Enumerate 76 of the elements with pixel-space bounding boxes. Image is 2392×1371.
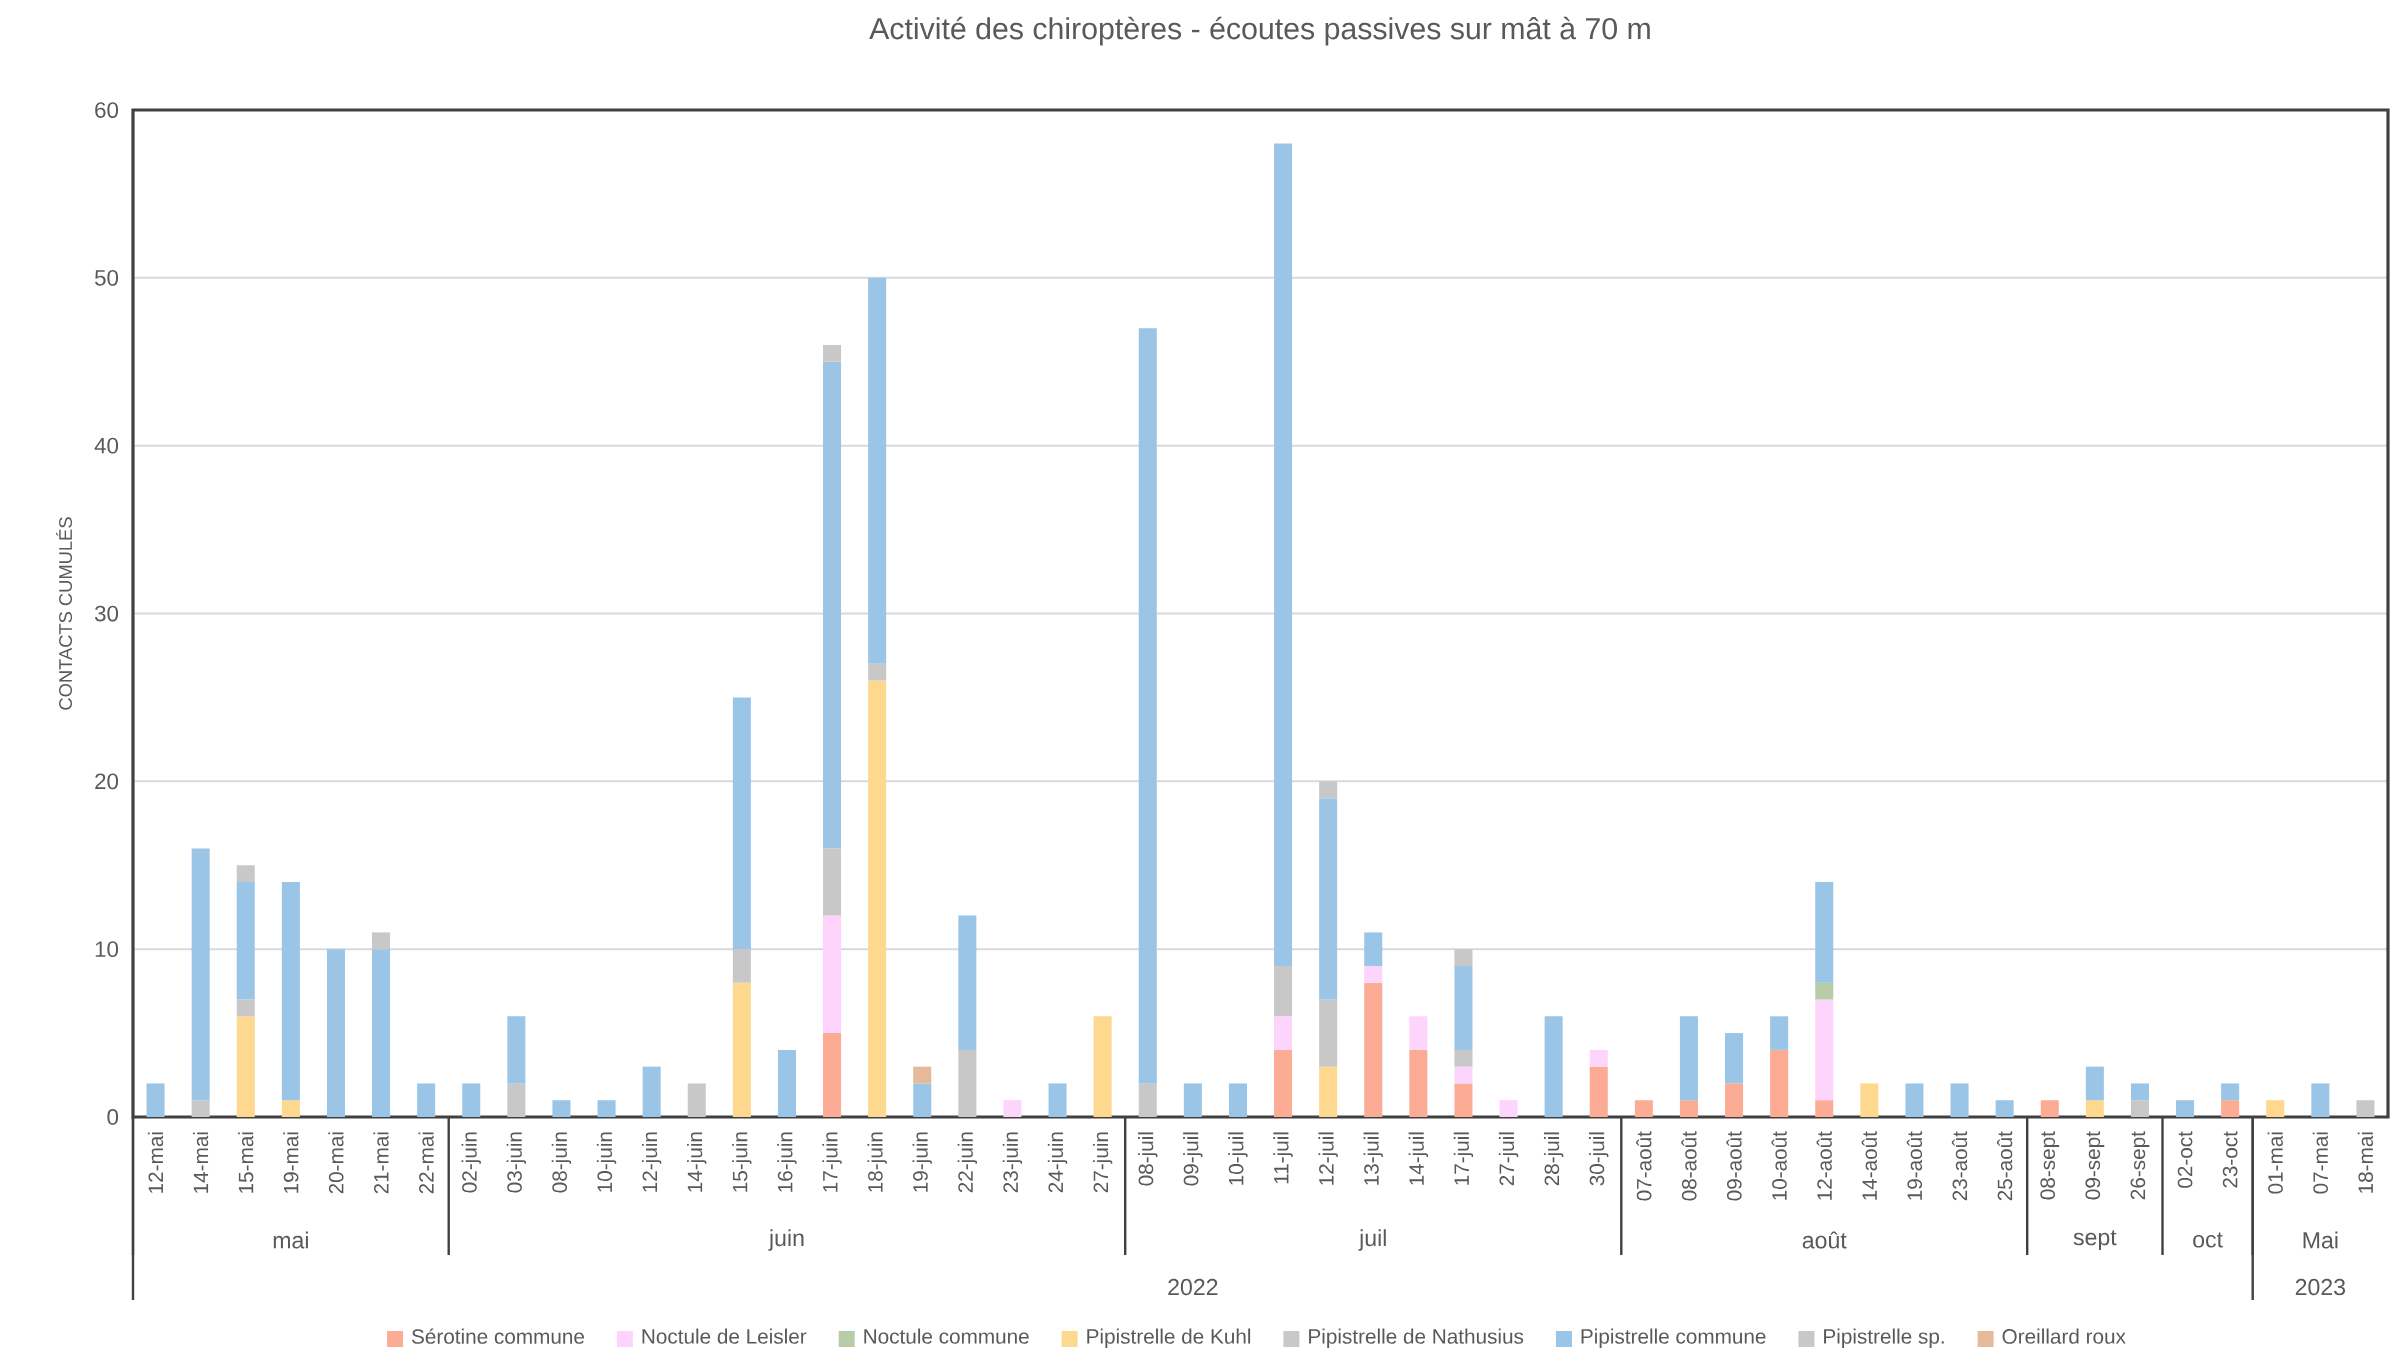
x-tick-label: 08-juil [1138, 1132, 1158, 1186]
x-tick-label: 02-juin [461, 1132, 481, 1193]
text: sept [2073, 1230, 2117, 1250]
text: août [1802, 1231, 1847, 1249]
x-tick-label: 07-mai [2312, 1132, 2328, 1194]
x-tick-label: 08-août [1681, 1131, 1697, 1201]
x-tick-label: 23-oct [2222, 1131, 2238, 1188]
x-tick-label: 12-juin [641, 1132, 662, 1192]
x-tick-label: 27-juin [1092, 1132, 1113, 1193]
x-tick-label: 12-mai [147, 1132, 164, 1193]
x-tick-label: 10-août [1771, 1131, 1787, 1200]
x-tick-label: 19-août [1906, 1131, 1923, 1200]
text: juin [768, 1229, 804, 1251]
x-tick-label: 07-août [1636, 1131, 1652, 1201]
text: juil [1358, 1229, 1386, 1251]
x-tick-label: 14-juil [1408, 1132, 1429, 1185]
x-tick-label: 28-juil [1543, 1132, 1564, 1186]
text: oct [2193, 1232, 2223, 1248]
x-tick-label: 23-août [1951, 1131, 1968, 1201]
y-tick-label: 50 [94, 269, 119, 286]
x-tick-label: 15-mai [238, 1132, 254, 1193]
x-tick-label: 22-juin [957, 1132, 978, 1193]
x-tick-label: 09-août [1726, 1131, 1742, 1201]
x-tick-label: 19-juin [912, 1132, 932, 1192]
text: 2022 [1168, 1278, 1218, 1296]
y-tick-label: 20 [95, 773, 119, 790]
y-tick-label: 10 [95, 941, 119, 958]
y-tick-label: 0 [107, 1109, 119, 1125]
y-axis-title: CONTACTS CUMULÉS [55, 517, 73, 710]
x-tick-label: 14-juin [687, 1132, 707, 1192]
x-tick-label: 15-juin [732, 1132, 752, 1192]
y-tick-label: 40 [94, 437, 119, 454]
x-tick-label: 24-juin [1047, 1132, 1068, 1193]
x-tick-label: 12-juil [1318, 1132, 1338, 1185]
x-tick-label: 08-juin [551, 1132, 572, 1193]
x-tick-label: 02-oct [2177, 1131, 2193, 1188]
x-tick-label: 01-mai [2267, 1132, 2283, 1194]
legend-label: Pipistrelle sp. [1824, 1328, 1944, 1348]
x-tick-label: 30-juil [1589, 1132, 1609, 1186]
x-tick-label: 12-août [1816, 1131, 1832, 1200]
x-tick-label: 22-mai [418, 1132, 434, 1194]
y-tick-label: 30 [94, 605, 119, 622]
x-tick-label: 17-juil [1453, 1132, 1474, 1185]
legend-label: Sérotine commune [411, 1328, 585, 1344]
legend-label: Noctule commune [864, 1328, 1029, 1344]
x-tick-label: 10-juin [596, 1132, 617, 1192]
legend-label: Noctule de Leisler [642, 1328, 807, 1344]
legend-label: Pipistrelle commune [1581, 1328, 1766, 1348]
x-tick-label: 26-sept [2130, 1131, 2150, 1200]
y-tick-label: 60 [95, 102, 119, 118]
text: Mai [2303, 1231, 2338, 1249]
x-tick-label: 18-mai [2357, 1132, 2374, 1193]
x-tick-label: 14-août [1861, 1131, 1877, 1200]
x-tick-label: 14-mai [192, 1132, 209, 1193]
x-tick-label: 03-juin [506, 1132, 527, 1193]
x-tick-label: 25-août [1996, 1131, 2013, 1201]
chart-title: Activité des chiroptères - écoutes passives sur mât à 70 m [869, 16, 1650, 46]
x-tick-label: 11-juil [1273, 1132, 1293, 1184]
x-tick-label: 10-juil [1228, 1132, 1248, 1185]
x-tick-label: 13-juil [1363, 1132, 1383, 1185]
x-tick-label: 09-juil [1183, 1132, 1203, 1186]
text: mai [273, 1231, 308, 1249]
text: 2023 [2295, 1278, 2346, 1296]
legend-label: Pipistrelle de Nathusius [1309, 1328, 1524, 1348]
x-tick-label: 20-mai [328, 1132, 344, 1194]
x-tick-label: 16-juin [777, 1132, 797, 1192]
x-tick-label: 08-sept [2040, 1131, 2060, 1200]
x-tick-label: 23-juin [1002, 1132, 1023, 1193]
legend-label: Oreillard roux [2002, 1328, 2126, 1344]
legend-label: Pipistrelle de Kuhl [1087, 1328, 1251, 1348]
x-tick-label: 21-mai [373, 1132, 389, 1194]
x-tick-label: 17-juin [822, 1132, 842, 1192]
x-tick-label: 18-juin [867, 1132, 887, 1192]
x-tick-label: 27-juil [1498, 1132, 1519, 1186]
x-tick-label: 09-sept [2085, 1131, 2105, 1200]
x-tick-label: 19-mai [283, 1132, 299, 1193]
